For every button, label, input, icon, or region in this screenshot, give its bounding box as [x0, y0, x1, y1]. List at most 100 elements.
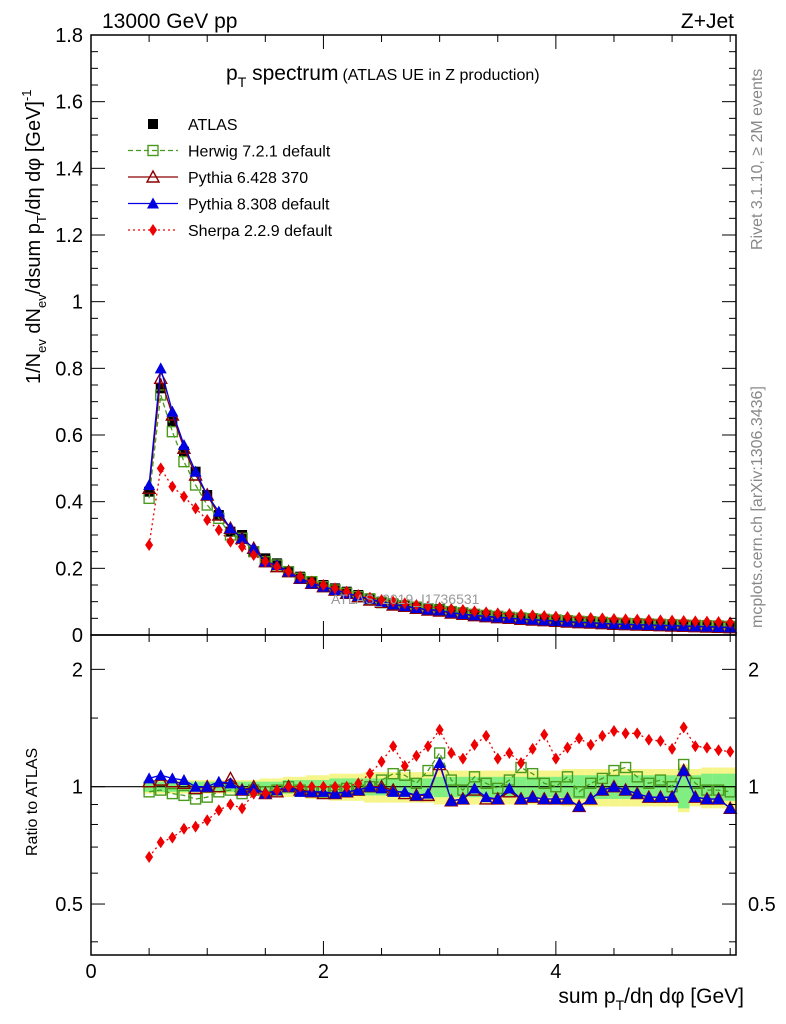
ratio-point: [493, 752, 502, 765]
ratio-point: [201, 780, 214, 792]
x-axis-label: sum pT/dη dφ [GeV]: [558, 985, 744, 1013]
data-point: [470, 605, 479, 618]
ratio-band-inner: [677, 767, 690, 809]
data-point: [447, 603, 456, 615]
ratio-point: [538, 777, 550, 790]
data-point: [177, 439, 190, 450]
ratio-point: [354, 777, 363, 790]
ratio-point: [435, 723, 444, 736]
data-point: [214, 524, 223, 536]
ratio-point: [689, 791, 702, 803]
legend-label: Pythia 8.308 default: [188, 197, 330, 214]
ratio-point: [166, 787, 179, 800]
legend-item-sherpa-2-2-9-default: Sherpa 2.2.9 default: [128, 223, 333, 240]
data-point: [249, 549, 258, 561]
data-point: [540, 610, 549, 622]
data-point: [224, 522, 237, 534]
data-point: [272, 560, 281, 573]
ratio-point: [377, 755, 386, 768]
title-aside: (ATLAS UE in Z production): [342, 67, 539, 84]
lower-y-label: Ratio to ATLAS: [24, 748, 41, 856]
legend-marker: [147, 197, 159, 209]
data-point: [656, 614, 665, 627]
data-point: [189, 465, 202, 477]
ratio-tick-label-right: 1: [748, 777, 759, 799]
ratio-point: [480, 791, 493, 803]
ratio-point: [145, 851, 154, 864]
data-point: [331, 582, 340, 595]
ratio-point: [482, 729, 491, 742]
ratio-point: [352, 784, 365, 796]
data-point: [435, 601, 444, 614]
data-point: [178, 446, 189, 457]
ratio-point: [621, 727, 630, 740]
ratio-point: [447, 747, 456, 760]
ratio-point: [598, 729, 607, 742]
ratio-point: [668, 742, 677, 755]
ratio-point: [203, 814, 212, 827]
upper-series-layer: [141, 362, 738, 634]
data-point: [191, 502, 200, 515]
legend-label: Pythia 6.428 370: [188, 170, 308, 187]
legend-marker: [149, 224, 157, 236]
ratio-point: [714, 744, 723, 757]
legend-marker: [147, 144, 159, 157]
data-point: [726, 616, 735, 629]
ratio-point: [398, 785, 411, 797]
ratio-point: [168, 831, 177, 844]
ratio-point: [319, 780, 328, 793]
ratio-point: [249, 787, 258, 800]
data-point: [377, 594, 386, 606]
ratio-point: [342, 780, 351, 793]
data-point: [307, 575, 316, 588]
ratio-series-pythia-8-308-default: [143, 757, 737, 814]
data-point: [144, 486, 155, 497]
upper-y-label: 1/Nev dNev/dsum pT/dη dφ [GeV]-1: [19, 89, 49, 384]
ratio-point: [561, 792, 574, 804]
ratio-point: [224, 777, 237, 789]
data-point: [702, 615, 711, 628]
data-point: [609, 613, 618, 625]
ratio-point: [468, 771, 481, 783]
data-point: [145, 539, 154, 551]
ratio-point: [540, 728, 549, 741]
ratio-point: [575, 732, 584, 745]
ratio-point: [458, 752, 467, 765]
ratio-point: [491, 792, 504, 804]
data-point: [261, 555, 270, 568]
ratio-point: [387, 767, 399, 780]
legend-marker: [145, 169, 161, 183]
axis-ticks: 0 0.2 0.4 0.6 0.8 1 1.2 1.4 1.6 1.8 0 2 4 0.5 0.5 1 1 2 2: [55, 25, 776, 983]
ratio-point: [654, 774, 667, 786]
ratio-point: [387, 785, 400, 797]
ratio-point: [526, 767, 539, 780]
y-tick-label: 0.4: [55, 492, 83, 514]
ratio-point: [331, 780, 340, 793]
data-point: [143, 479, 156, 490]
ratio-point: [561, 771, 574, 783]
ratio-point: [515, 792, 527, 804]
data-point: [167, 416, 178, 427]
ratio-point: [677, 764, 690, 776]
data-point: [586, 612, 595, 624]
data-point: [238, 540, 247, 553]
y-tick-label: 1.6: [55, 92, 83, 114]
y-tick-label: 1: [72, 292, 83, 314]
ratio-point: [238, 802, 247, 815]
y-tick-label: 0: [72, 625, 83, 647]
data-point: [563, 611, 572, 623]
ratio-point: [666, 791, 679, 803]
data-point: [156, 462, 165, 475]
title-main: p: [226, 62, 238, 85]
ratio-point: [365, 767, 374, 780]
data-point: [400, 597, 409, 610]
ratio-point: [329, 787, 342, 799]
data-point: [389, 595, 398, 608]
data-point: [178, 455, 190, 468]
ratio-point: [644, 733, 653, 746]
ratio-point: [156, 836, 165, 849]
series-line: [148, 368, 731, 628]
ratio-point: [177, 774, 190, 786]
legend-item-pythia-6-428-370: Pythia 6.428 370: [128, 169, 308, 187]
data-point: [528, 609, 537, 622]
